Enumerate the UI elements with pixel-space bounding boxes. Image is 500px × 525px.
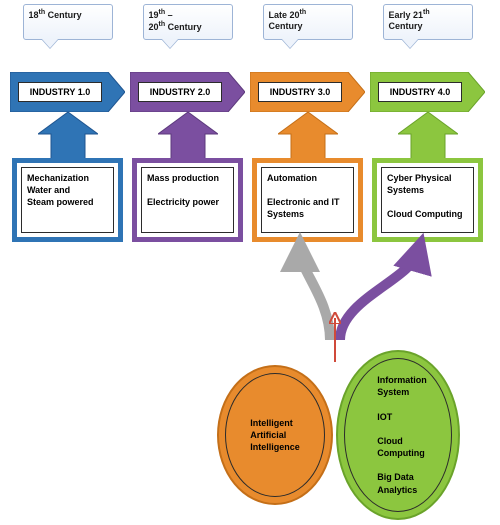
- industry-label: INDUSTRY 2.0: [138, 82, 222, 102]
- desc-text: Automation Electronic and IT Systems: [261, 167, 354, 233]
- industry-banner: INDUSTRY 2.0: [130, 72, 245, 112]
- industry-banner: INDUSTRY 4.0: [370, 72, 485, 112]
- desc-text: Mass production Electricity power: [141, 167, 234, 233]
- up-arrow-icon: [38, 112, 98, 160]
- desc-box: Mass production Electricity power: [132, 158, 243, 242]
- ellipse-ai: Intelligent Artificial Intelligence: [217, 365, 333, 505]
- ellipse-text: Intelligent Artificial Intelligence: [250, 417, 300, 453]
- desc-box: Automation Electronic and IT Systems: [252, 158, 363, 242]
- era-callout: 19th –20th Century: [143, 4, 233, 40]
- desc-text: Cyber Physical Systems Cloud Computing: [381, 167, 474, 233]
- industry-label: INDUSTRY 3.0: [258, 82, 342, 102]
- era-callout: Early 21thCentury: [383, 4, 473, 40]
- industry-label: INDUSTRY 1.0: [18, 82, 102, 102]
- industry-label: INDUSTRY 4.0: [378, 82, 462, 102]
- era-callout: 18th Century: [23, 4, 113, 40]
- up-arrow-icon: [158, 112, 218, 160]
- ellipse-tech: Information System IOT Cloud Computing B…: [336, 350, 460, 520]
- industry-banner: INDUSTRY 1.0: [10, 72, 125, 112]
- up-arrow-icon: [398, 112, 458, 160]
- ellipse-text: Information System IOT Cloud Computing B…: [369, 374, 427, 495]
- desc-text: Mechanization Water and Steam powered: [21, 167, 114, 233]
- industry-banner: INDUSTRY 3.0: [250, 72, 365, 112]
- desc-box: Mechanization Water and Steam powered: [12, 158, 123, 242]
- desc-box: Cyber Physical Systems Cloud Computing: [372, 158, 483, 242]
- up-arrow-icon: [278, 112, 338, 160]
- era-callout: Late 20thCentury: [263, 4, 353, 40]
